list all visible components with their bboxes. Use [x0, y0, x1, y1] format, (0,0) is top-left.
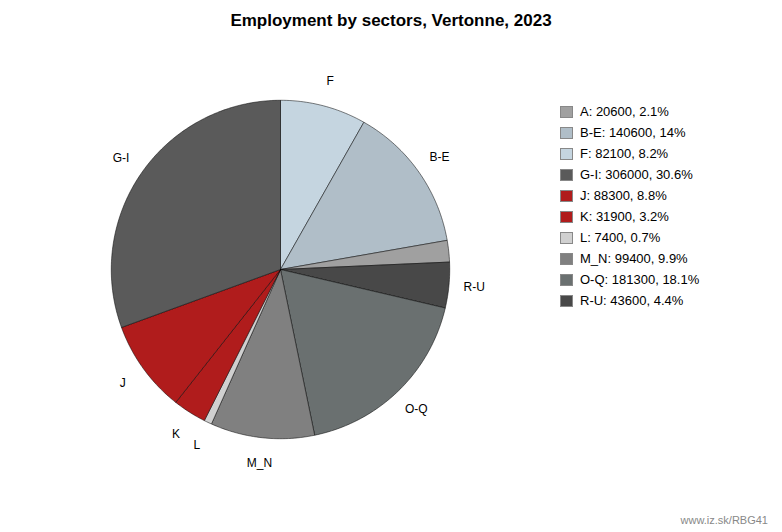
html-text:L: 7400, 0.7%: L: 7400, 0.7% [580, 230, 661, 245]
html-text:O-Q: 181300, 18.1%: O-Q: 181300, 18.1% [580, 272, 700, 287]
svg-text:O-Q: O-Q [405, 402, 428, 416]
html-text:B-E: 140600, 14%: B-E: 140600, 14% [580, 125, 686, 140]
html-text:J: 88300, 8.8%: J: 88300, 8.8% [580, 188, 667, 203]
svg-text:L: L [194, 438, 201, 452]
html-text:Employment by sectors, Vertonn: Employment by sectors, Vertonne, 2023 [230, 11, 552, 30]
svg-text:R-U: R-U [464, 280, 485, 294]
html-text:A: 20600, 2.1%: A: 20600, 2.1% [580, 104, 669, 119]
html-text:M_N: 99400, 9.9%: M_N: 99400, 9.9% [580, 251, 688, 266]
svg-text:J: J [120, 376, 126, 390]
svg-text:G-I: G-I [113, 151, 130, 165]
html-text:F: 82100, 8.2%: F: 82100, 8.2% [580, 146, 669, 161]
svg-text:M_N: M_N [247, 456, 272, 470]
html-text:R-U: 43600, 4.4%: R-U: 43600, 4.4% [580, 293, 684, 308]
svg-text:B-E: B-E [430, 150, 450, 164]
svg-text:F: F [326, 74, 333, 88]
svg-text:K: K [172, 427, 180, 441]
html-text:K: 31900, 3.2%: K: 31900, 3.2% [580, 209, 669, 224]
html-text:G-I: 306000, 30.6%: G-I: 306000, 30.6% [580, 167, 693, 182]
html-text:www.iz.sk/RBG41: www.iz.sk/RBG41 [680, 514, 768, 526]
